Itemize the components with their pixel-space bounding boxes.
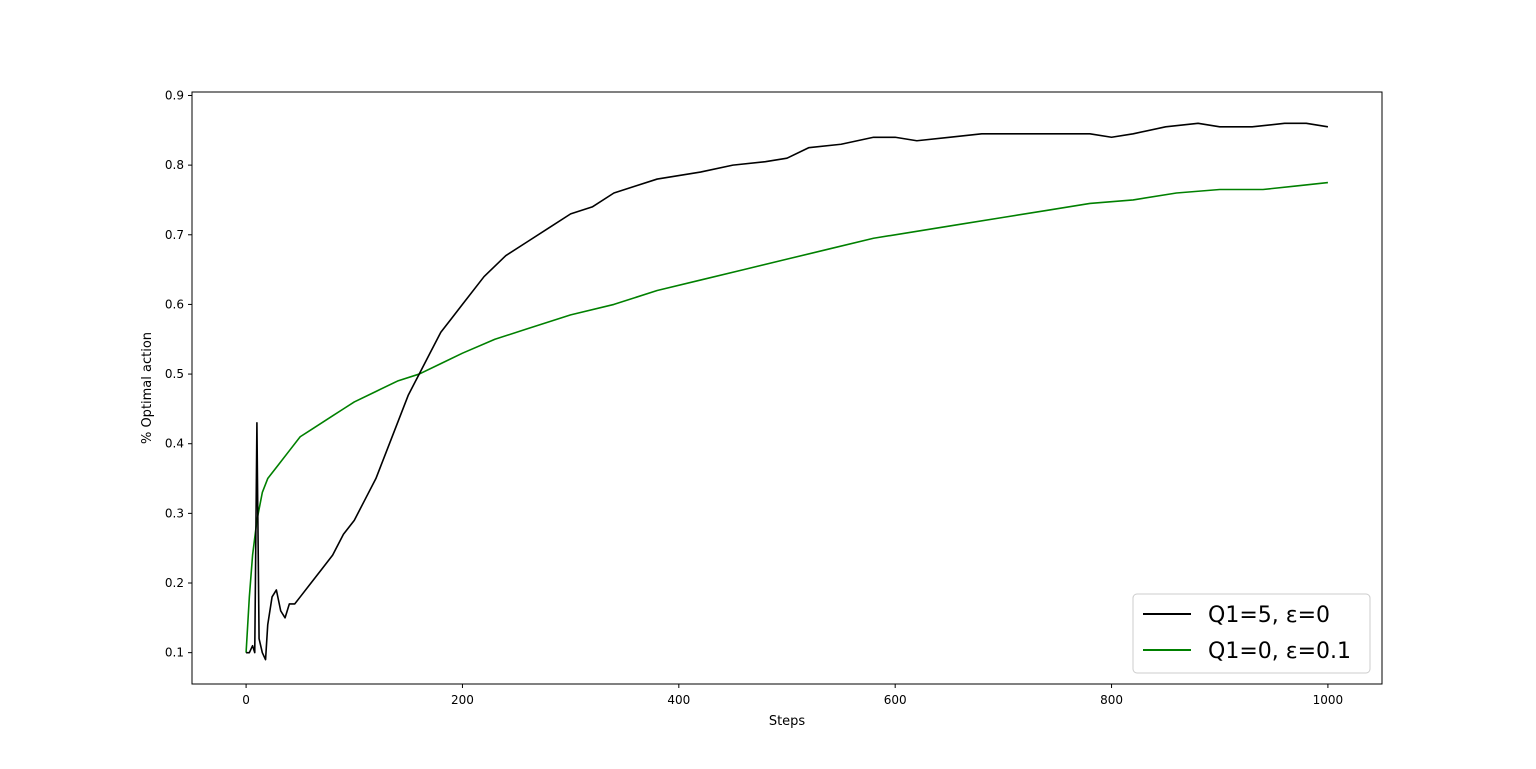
legend: Q1=5, ε=0 Q1=0, ε=0.1 — [1132, 593, 1371, 674]
plot-frame — [191, 91, 1383, 685]
legend-label-q1-5: Q1=5, ε=0 — [1208, 603, 1330, 628]
y-tick-label: 0.9 — [165, 88, 184, 102]
x-tick-label: 0 — [242, 693, 250, 707]
x-tick-label: 1000 — [1313, 693, 1344, 707]
y-axis-ticks: 0.1 0.2 0.3 0.4 0.5 0.6 0.7 0.8 0.9 — [165, 88, 192, 660]
y-tick-label: 0.1 — [165, 646, 184, 660]
y-tick-label: 0.2 — [165, 576, 184, 590]
legend-box — [1132, 593, 1371, 674]
series-line-q1-0 — [245, 181, 1328, 653]
x-tick-label: 200 — [451, 693, 474, 707]
y-tick-label: 0.3 — [165, 506, 184, 520]
legend-label-q1-0: Q1=0, ε=0.1 — [1208, 639, 1351, 664]
y-axis-label: % Optimal action — [140, 332, 155, 444]
series-layer — [245, 122, 1329, 661]
x-axis-label: Steps — [769, 714, 806, 729]
y-tick-label: 0.4 — [165, 437, 184, 451]
x-tick-label: 800 — [1100, 693, 1123, 707]
y-tick-label: 0.5 — [165, 367, 184, 381]
y-tick-label: 0.6 — [165, 297, 184, 311]
y-tick-label: 0.7 — [165, 228, 184, 242]
x-tick-label: 400 — [667, 693, 690, 707]
x-axis-ticks: 0 200 400 600 800 1000 — [242, 684, 1343, 707]
series-line-q1-5 — [246, 122, 1329, 661]
y-tick-label: 0.8 — [165, 158, 184, 172]
x-tick-label: 600 — [884, 693, 907, 707]
